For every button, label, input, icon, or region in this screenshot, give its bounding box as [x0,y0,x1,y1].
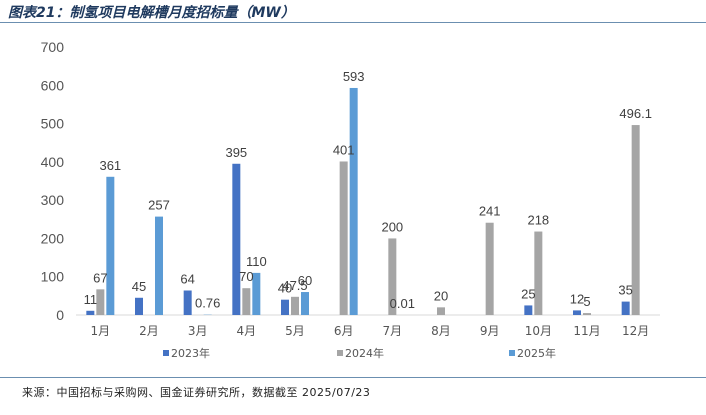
data-label: 64 [180,271,194,286]
data-label: 401 [333,142,355,157]
data-label: 60 [298,273,312,288]
bar-2024年-12月 [631,125,640,315]
x-tick-label: 10月 [525,324,552,338]
data-label: 45 [132,279,146,294]
data-label: 12 [570,291,584,306]
bar-2024年-11月 [583,313,591,315]
title-divider [0,22,706,23]
legend-swatch [163,350,169,356]
data-label: 110 [246,254,267,269]
legend-swatch [337,350,343,356]
bar-2024年-8月 [437,307,445,315]
data-label: 218 [527,213,549,228]
legend-label: 2023年 [171,346,210,360]
bar-2023年-5月 [281,299,289,315]
bar-2025年-1月 [106,176,115,315]
data-label: 395 [225,145,247,160]
bar-2024年-10月 [534,231,543,315]
data-label: 361 [99,158,121,173]
footer-divider [0,377,706,378]
bar-2023年-1月 [86,310,95,315]
x-tick-label: 1月 [91,324,111,338]
y-tick-label: 500 [41,116,65,132]
bar-2025年-5月 [301,292,309,315]
data-label: 67 [93,270,107,285]
bar-2024年-6月 [339,161,348,315]
legend-swatch [509,350,515,356]
x-tick-label: 5月 [285,324,305,338]
bar-chart: 0 100 200 300 400 500 600 700 1月 2月 3月 4月 5月 6月 7月 8月 9… [41,39,660,360]
data-label: 5 [583,294,590,309]
bar-2023年-3月 [183,290,192,315]
x-axis: 1月 2月 3月 4月 5月 6月 7月 8月 9月 10月 11月 12月 [91,324,650,338]
bar-2025年-4月 [252,272,261,315]
data-label: 40 [278,281,292,296]
y-tick-label: 100 [41,269,65,285]
bar-2023年-10月 [524,305,533,315]
data-label: 241 [479,204,501,219]
x-tick-label: 7月 [383,324,403,338]
bar-2024年-4月 [242,288,251,315]
bar-2023年-4月 [232,163,241,315]
legend: 2023年 2024年 2025年 [163,346,556,360]
data-label: 70 [239,269,253,284]
bar-2024年-1月 [96,289,105,315]
y-tick-label: 200 [41,230,65,246]
data-label: 0.01 [390,296,415,311]
y-tick-label: 300 [41,192,65,208]
x-tick-label: 8月 [431,324,451,338]
bar-2024年-5月 [291,296,299,315]
data-label: 200 [381,219,403,234]
y-axis: 0 100 200 300 400 500 600 700 [41,39,65,323]
legend-label: 2025年 [517,346,556,360]
data-label: 257 [148,198,170,213]
x-tick-label: 3月 [188,324,208,338]
source-note: 来源：中国招标与采购网、国金证券研究所，数据截至 2025/07/23 [22,386,371,399]
x-tick-label: 9月 [480,324,500,338]
chart-title: 图表21：制氢项目电解槽月度招标量（MW） [8,5,295,21]
y-tick-label: 0 [56,307,64,323]
data-label: 47.5 [282,278,307,293]
bar-2023年-2月 [135,297,143,315]
bar-2024年-9月 [485,222,494,315]
data-label: 0.76 [195,296,220,311]
bar-2025年-6月 [349,87,358,315]
bar-2023年-11月 [573,310,581,315]
data-label: 25 [521,286,535,301]
bars [86,87,640,315]
x-tick-label: 2月 [139,324,159,338]
data-label: 593 [343,69,365,84]
data-label: 20 [434,288,448,303]
bar-2024年-7月 [388,238,397,315]
x-tick-label: 4月 [237,324,257,338]
bar-2025年-2月 [155,216,163,315]
data-labels: 11 45 64 395 40 25 12 35 67 70 47.5 401 200 20 241 218 5… [84,69,652,311]
x-tick-label: 6月 [334,324,354,338]
data-label: 35 [618,283,632,298]
data-label: 11 [84,292,98,307]
x-tick-label: 11月 [573,324,600,338]
y-tick-label: 700 [41,39,65,55]
x-tick-label: 12月 [622,324,649,338]
data-label: 496.1 [619,106,652,121]
y-tick-label: 600 [41,77,65,93]
y-tick-label: 400 [41,154,65,170]
legend-label: 2024年 [345,346,384,360]
bar-2023年-12月 [621,301,630,315]
